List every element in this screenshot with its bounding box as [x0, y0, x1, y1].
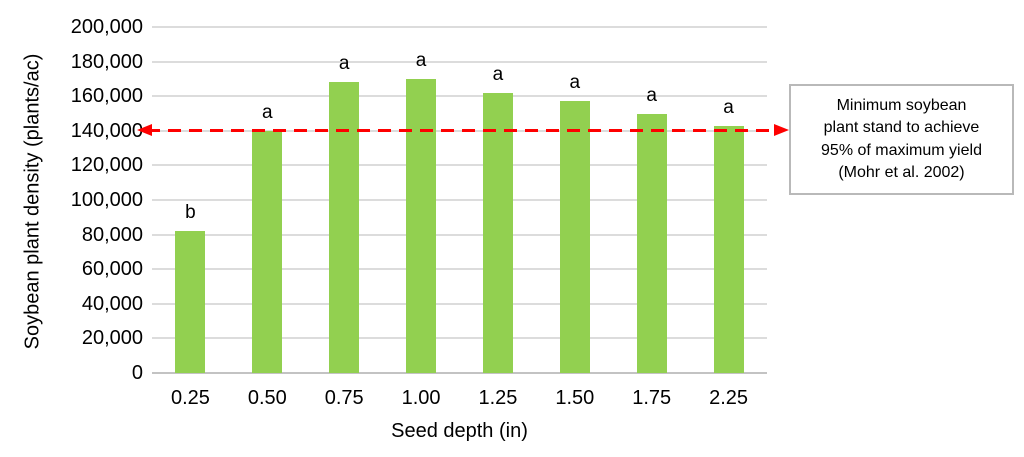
- bar: [713, 125, 744, 373]
- annotation-box: Minimum soybean plant stand to achieve 9…: [789, 84, 1014, 195]
- gridline: [152, 233, 767, 236]
- bar: [482, 92, 513, 373]
- bar-letter-label: b: [185, 202, 196, 224]
- bar: [175, 231, 206, 373]
- reference-line: [137, 124, 789, 137]
- y-tick-label: 20,000: [81, 327, 143, 350]
- bar: [329, 82, 360, 373]
- y-tick-label: 120,000: [70, 154, 143, 177]
- bar-letter-label: a: [262, 101, 273, 123]
- x-axis-title: Seed depth (in): [391, 420, 528, 442]
- x-tick-label: 1.50: [555, 387, 595, 409]
- bar-letter-label: a: [338, 53, 350, 75]
- y-tick-label: 140,000: [70, 119, 143, 142]
- x-tick-label: 1.25: [478, 387, 518, 409]
- bar: [559, 101, 590, 373]
- gridline: [152, 26, 767, 28]
- gridline: [152, 302, 767, 305]
- arrow-right-icon: [774, 124, 789, 137]
- bar-letter-label: a: [646, 84, 657, 106]
- bar-letter-label: a: [492, 63, 504, 85]
- y-tick-label: 80,000: [81, 223, 143, 246]
- gridline: [152, 337, 767, 340]
- bar-letter-label: a: [415, 49, 427, 71]
- bar-letter-label: a: [723, 96, 734, 118]
- x-axis-line: [152, 372, 767, 374]
- x-tick-label: 1.75: [632, 387, 672, 409]
- x-tick-label: 2.25: [709, 387, 749, 409]
- y-tick-label: 100,000: [70, 189, 143, 211]
- reference-line-dashes: [147, 129, 779, 133]
- y-tick-label: 60,000: [81, 258, 143, 281]
- annotation-text: Minimum soybean plant stand to achieve 9…: [821, 96, 982, 182]
- x-tick-label: 0.50: [247, 387, 287, 409]
- gridline: [152, 60, 767, 63]
- x-tick-label: 1.00: [401, 387, 441, 409]
- gridline: [152, 164, 767, 167]
- bar: [636, 113, 667, 373]
- y-tick-label: 160,000: [70, 85, 143, 108]
- y-tick-label: 0: [131, 362, 143, 384]
- arrow-left-icon: [137, 124, 152, 137]
- x-tick-label: 0.25: [170, 387, 210, 409]
- y-tick-label: 180,000: [70, 50, 143, 73]
- gridline: [152, 268, 767, 271]
- gridline: [152, 199, 767, 201]
- y-axis-title: Soybean plant density (plants/ac): [21, 53, 44, 350]
- y-tick-label: 40,000: [81, 292, 143, 315]
- x-tick-label: 0.75: [324, 387, 364, 409]
- bar-letter-label: a: [569, 72, 581, 94]
- bar: [406, 78, 437, 373]
- bar: [252, 130, 283, 373]
- gridline: [152, 95, 767, 98]
- y-tick-label: 200,000: [70, 16, 143, 38]
